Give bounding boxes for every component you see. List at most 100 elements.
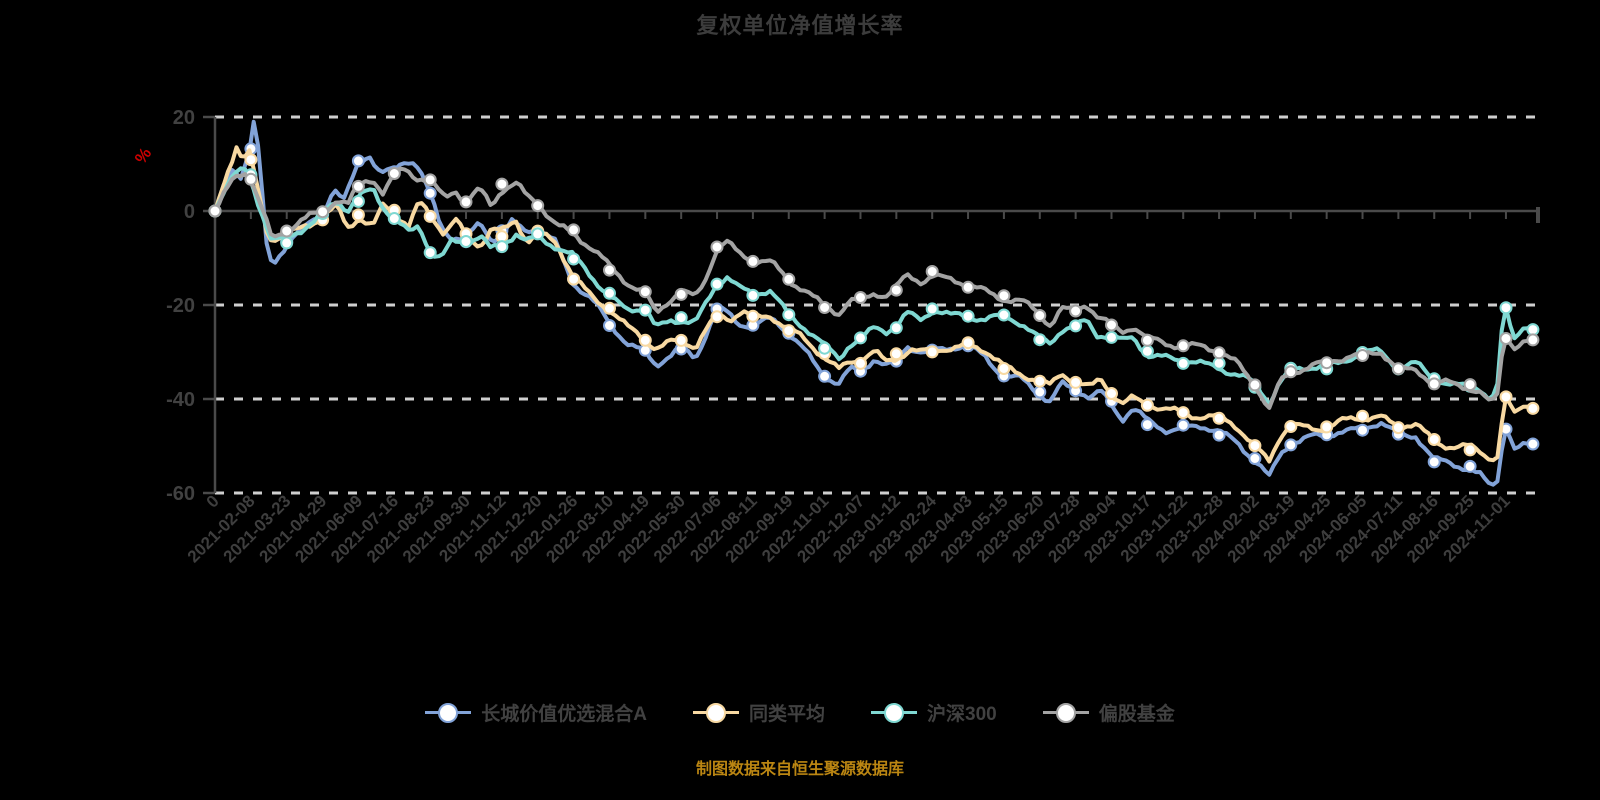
series-marker-1	[1284, 420, 1298, 433]
series-marker-3	[531, 199, 545, 213]
series-marker-0	[1176, 418, 1190, 432]
series-marker-1	[1526, 401, 1540, 415]
legend-item-csi300[interactable]: 沪深300	[871, 699, 997, 726]
series-marker-1	[603, 301, 616, 315]
series-marker-1	[1033, 374, 1047, 388]
series-marker-1	[638, 333, 652, 347]
series-marker-2	[674, 311, 688, 325]
series-marker-3	[351, 179, 365, 193]
series-marker-0	[1033, 385, 1047, 399]
series-marker-2	[997, 308, 1011, 322]
series-marker-2	[1033, 333, 1047, 347]
series-marker-2	[1499, 301, 1513, 315]
series-marker-1	[997, 362, 1011, 375]
series-marker-3	[674, 287, 688, 301]
series-marker-0	[423, 186, 437, 200]
legend-label-csi300: 沪深300	[927, 704, 997, 725]
series-marker-0	[1463, 459, 1477, 473]
y-tick-label--40: -40	[166, 389, 195, 411]
data-source-note: 制图数据来自恒生聚源数据库	[695, 761, 904, 778]
series-marker-2	[1212, 356, 1226, 370]
series-marker-1	[1140, 398, 1154, 412]
series-marker-3	[1176, 339, 1190, 353]
series-line-3	[213, 166, 1539, 410]
series-marker-3	[1499, 332, 1513, 345]
series-marker-3	[423, 173, 437, 187]
series-marker-1	[854, 356, 867, 370]
series-marker-1	[782, 324, 796, 338]
series-marker-2	[531, 227, 545, 241]
series-marker-2	[1140, 344, 1154, 358]
series-marker-1	[1427, 433, 1441, 446]
series-marker-1	[710, 310, 724, 324]
series-marker-3	[997, 289, 1011, 303]
legend-marker-category-average	[693, 702, 739, 724]
series-marker-3	[1212, 346, 1226, 360]
y-tick-label--20: -20	[166, 295, 195, 317]
series-marker-2	[638, 303, 652, 317]
series-marker-1	[1463, 443, 1477, 457]
series-marker-3	[1356, 349, 1369, 362]
series-marker-3	[925, 265, 939, 278]
series-marker-1	[351, 208, 365, 222]
series-marker-2	[889, 321, 903, 335]
series-marker-1	[1176, 406, 1190, 420]
series-marker-2	[710, 277, 724, 291]
legend-marker-fund	[425, 702, 472, 724]
legend-label-equity-funds: 偏股基金	[1098, 704, 1175, 725]
series-marker-2	[854, 331, 867, 345]
chart-title: 复权单位净值增长率	[696, 13, 904, 38]
series-marker-1	[889, 347, 903, 361]
legend-item-category-average[interactable]: 同类平均	[693, 699, 825, 726]
series-marker-1	[1499, 390, 1513, 404]
series-marker-3	[459, 195, 473, 209]
series-marker-3	[889, 283, 903, 297]
series-marker-3	[1284, 365, 1298, 379]
series-marker-0	[1248, 452, 1262, 465]
series-marker-2	[818, 341, 832, 355]
series-marker-0	[1526, 437, 1540, 451]
series-marker-3	[638, 285, 652, 299]
series-marker-1	[1248, 439, 1262, 453]
series-marker-2	[280, 236, 294, 250]
y-tick-label--60: -60	[166, 483, 195, 505]
series-marker-0	[818, 369, 832, 383]
series-marker-1	[1391, 421, 1405, 435]
series-marker-3	[782, 272, 796, 286]
series-marker-1	[961, 336, 975, 350]
legend: 长城价值优选混合A 同类平均 沪深300 偏股基金	[0, 699, 1600, 726]
series-marker-0	[1284, 438, 1298, 452]
series-marker-1	[925, 345, 939, 359]
series-marker-3	[961, 280, 975, 294]
series-marker-3	[1105, 318, 1118, 332]
legend-item-fund[interactable]: 长城价值优选混合A	[425, 699, 647, 726]
series-marker-3	[280, 224, 294, 238]
series-marker-2	[1069, 319, 1083, 333]
legend-label-category-average: 同类平均	[749, 704, 826, 725]
series-marker-2	[495, 240, 509, 254]
series-marker-1	[1069, 375, 1083, 389]
series-marker-1	[746, 309, 760, 323]
series-marker-2	[459, 235, 473, 248]
series-marker-3	[1140, 333, 1154, 347]
series-marker-3	[710, 240, 724, 254]
series-marker-2	[1105, 330, 1118, 344]
series-marker-1	[244, 153, 258, 167]
series-marker-1	[1320, 420, 1334, 434]
series-marker-2	[925, 302, 939, 316]
series-marker-3	[603, 263, 616, 277]
legend-item-equity-funds[interactable]: 偏股基金	[1042, 699, 1175, 726]
series-line-1	[213, 145, 1539, 464]
series-marker-3	[1069, 304, 1083, 318]
series-marker-3	[208, 204, 222, 218]
series-marker-1	[423, 209, 437, 223]
series-marker-2	[387, 212, 401, 225]
series-marker-0	[1356, 423, 1369, 437]
series-marker-2	[567, 252, 581, 266]
series-marker-3	[1033, 309, 1047, 322]
series-marker-2	[961, 309, 975, 323]
series-marker-2	[423, 246, 437, 260]
series-marker-3	[854, 291, 867, 304]
series-marker-3	[387, 167, 401, 180]
